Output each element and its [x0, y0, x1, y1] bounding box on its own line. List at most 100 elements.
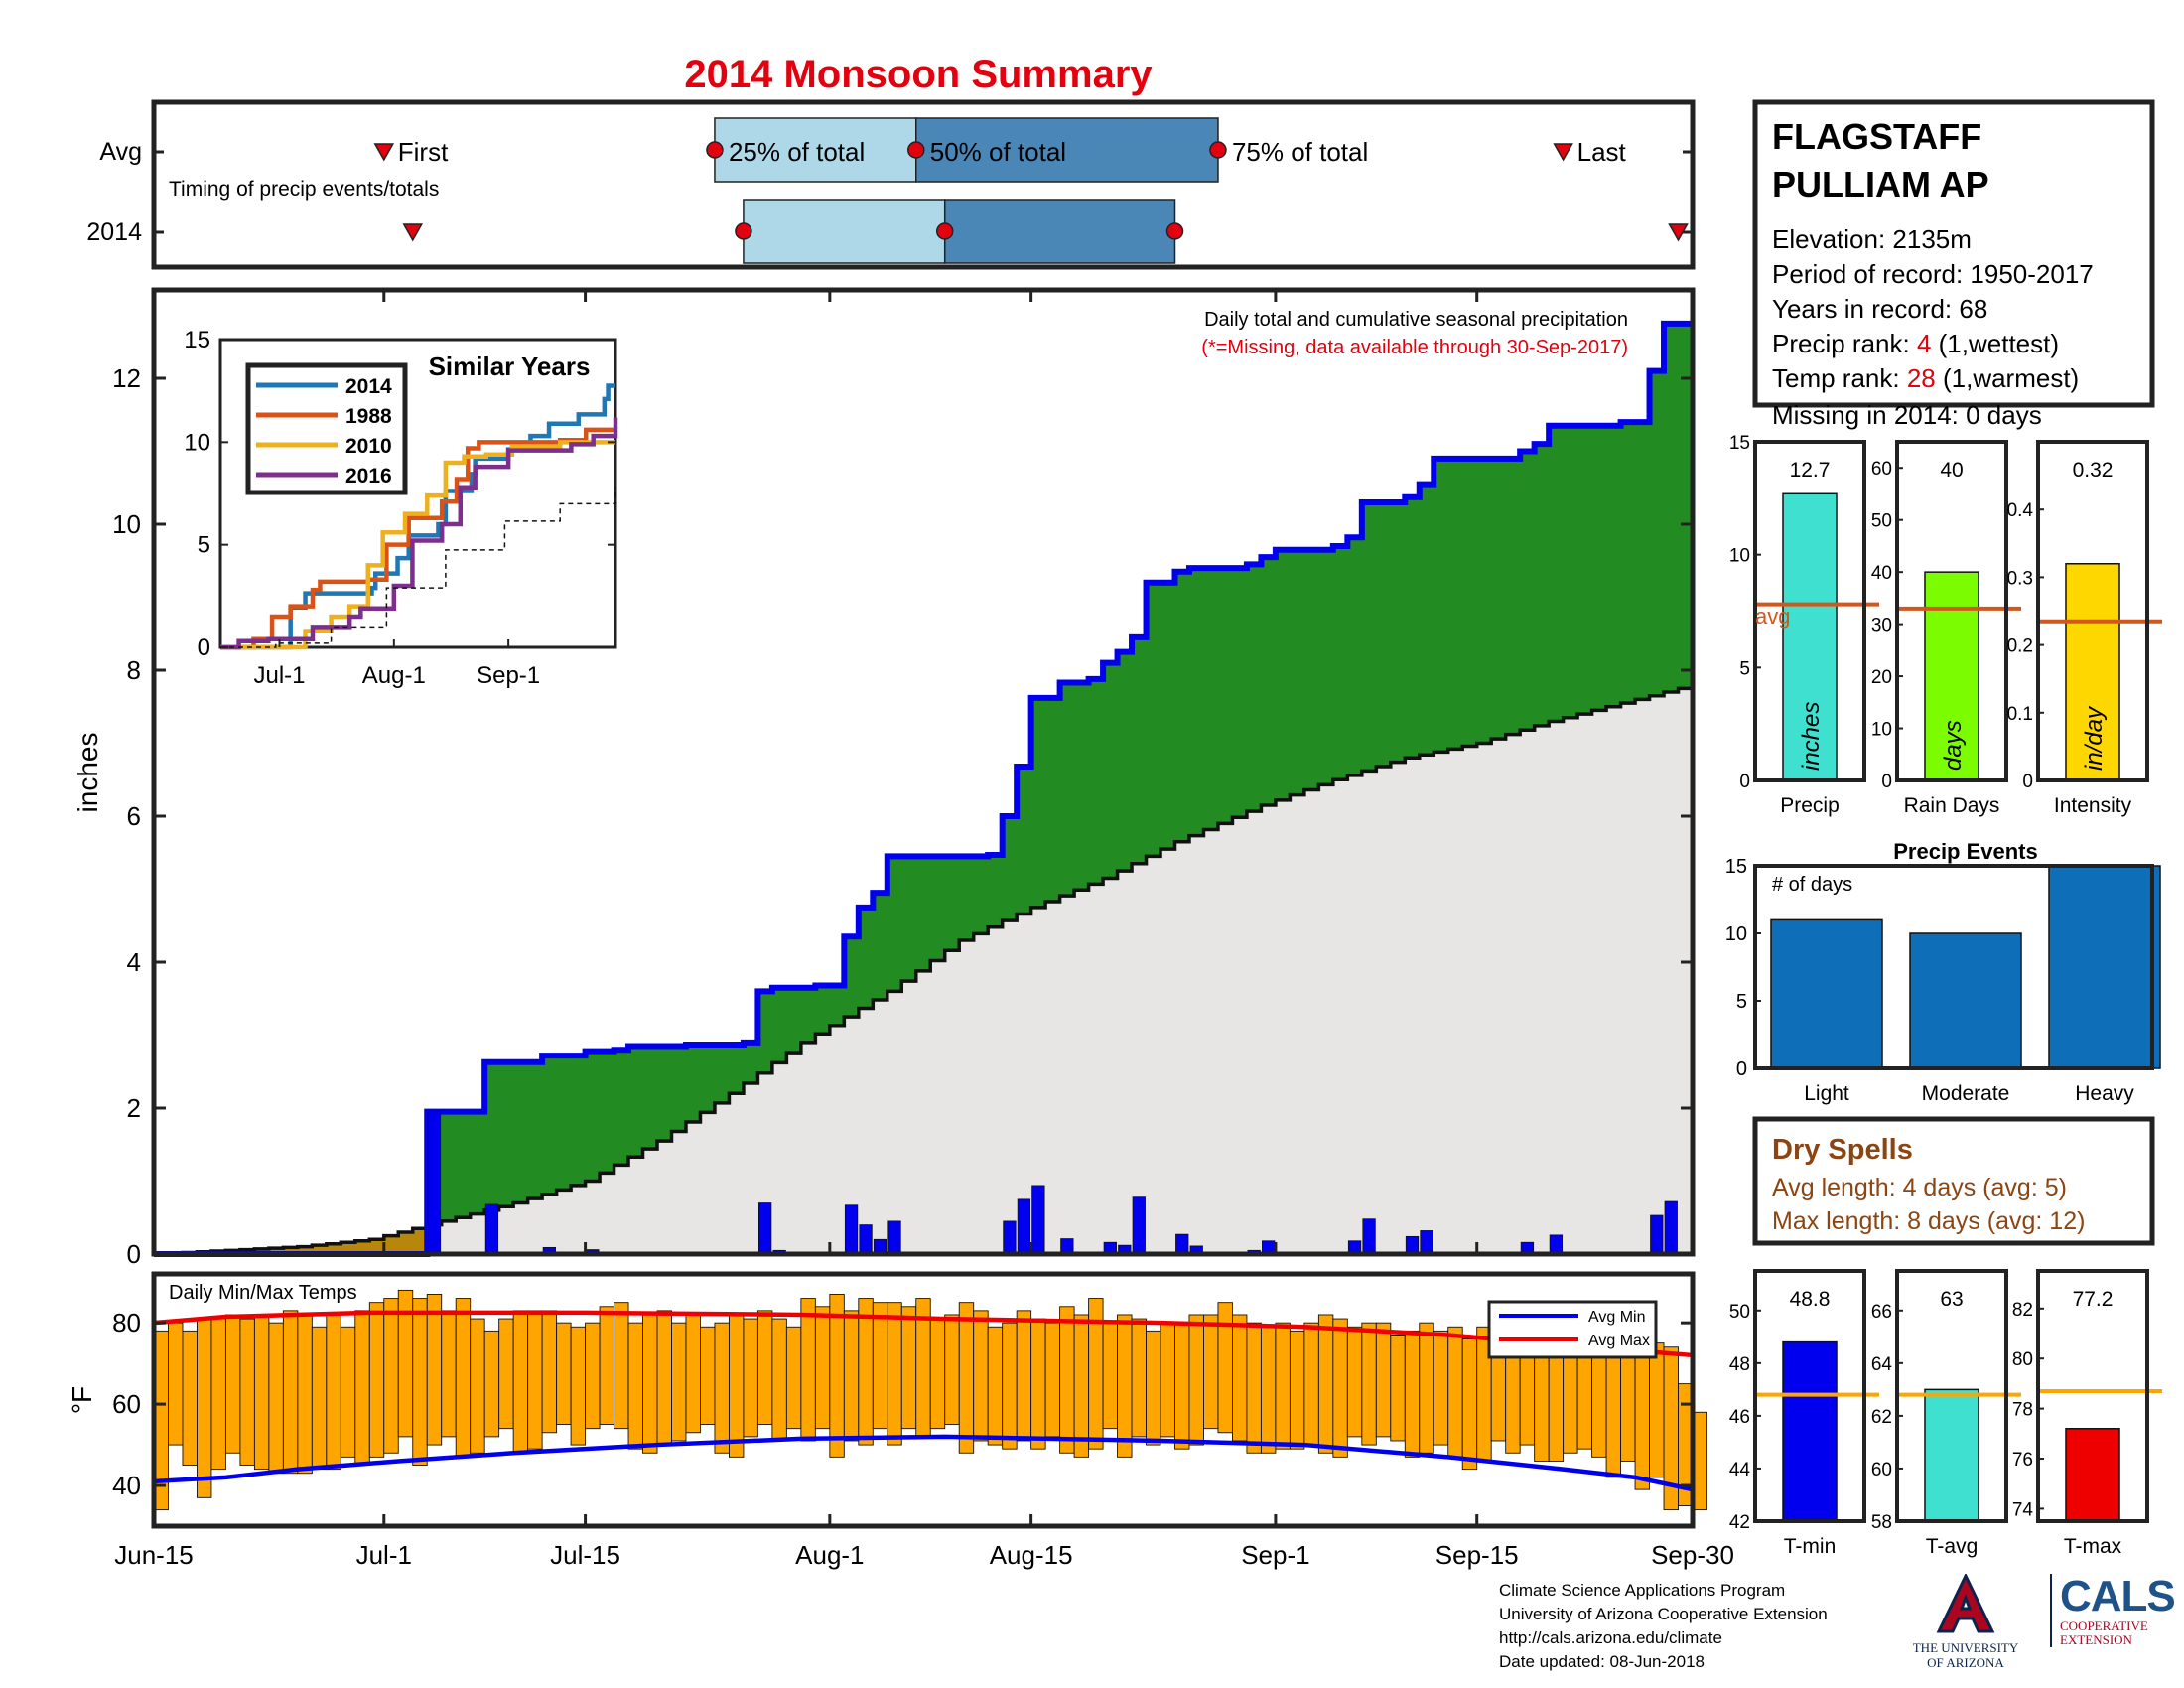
main-precip-chart: 0 2 4 6 8 10 12 Daily total and cumulative sea…: [72, 287, 1696, 1269]
stat-y-tick-label: 20: [1871, 667, 1892, 688]
daily-temp-bar: [585, 1322, 601, 1430]
daily-temp-bar: [282, 1310, 299, 1475]
similar-years-average-line: [220, 487, 616, 648]
stat-y-tick-label: 0.3: [2007, 568, 2033, 589]
daily-temp-bar: [1188, 1314, 1204, 1446]
stat-unit-label: in/day: [2081, 705, 2108, 771]
precip-rank-note: (1,wettest): [1931, 329, 2059, 358]
temp-rank-note: (1,warmest): [1936, 363, 2079, 393]
temp-y-tick-label: 60: [112, 1389, 141, 1419]
main-chart-content: [154, 320, 1695, 1257]
daily-temp-bar: [900, 1306, 917, 1430]
timing-marker-25: [706, 141, 724, 159]
ua-a-icon: [1936, 1572, 1995, 1633]
daily-temp-bar: [973, 1310, 989, 1442]
daily-temp-bar: [1102, 1322, 1119, 1430]
daily-temp-bar: [1073, 1314, 1090, 1458]
stat-y-tick-label: 48: [1729, 1354, 1750, 1375]
station-years: Years in record: 68: [1772, 294, 1987, 324]
timing-box-25-50: [714, 117, 917, 183]
stat-y-tick-label: 40: [1871, 563, 1892, 584]
daily-temp-bar: [1260, 1326, 1277, 1454]
daily-temp-bar: [1447, 1326, 1463, 1458]
date-axis-label: Jul-15: [550, 1540, 620, 1570]
daily-precip-bar: [1132, 1196, 1146, 1255]
cals-line1: COOPERATIVE: [2060, 1618, 2148, 1633]
daily-temp-bar: [814, 1306, 831, 1430]
inset-legend-label: 2010: [345, 435, 392, 458]
legend-avg-min-label: Avg Min: [1588, 1309, 1646, 1326]
daily-precip-bar: [1175, 1233, 1189, 1255]
events-y-tick-label: 10: [1725, 923, 1747, 945]
stat-y-tick-label: 30: [1871, 616, 1892, 636]
stat-unit-label: days: [1940, 720, 1967, 771]
daily-temp-bar: [498, 1318, 514, 1430]
university-of-arizona-logo[interactable]: THE UNIVERSITY OF ARIZONA: [1906, 1572, 2025, 1670]
date-axis-label: Sep-1: [1241, 1540, 1309, 1570]
station-temp-rank: Temp rank: 28 (1,warmest): [1772, 363, 2079, 393]
ua-name-line1: THE UNIVERSITY: [1912, 1640, 2019, 1655]
timing-content: First 25% of total 50% of total 75% of tota…: [373, 117, 1689, 264]
daily-temp-bar: [1160, 1322, 1175, 1438]
timing-box-25-50: [743, 199, 946, 264]
daily-temp-bar: [1634, 1350, 1650, 1490]
timing-label-50: 50% of total: [930, 137, 1066, 167]
stat-bar-temp-1: [1924, 1388, 1979, 1522]
timing-box-50-75: [943, 199, 1176, 264]
daily-temp-bar: [700, 1326, 716, 1426]
daily-precip-bar: [1031, 1185, 1045, 1255]
footer-line-url[interactable]: http://cals.arizona.edu/climate: [1499, 1628, 1722, 1647]
stat-y-tick-label: 0: [1881, 772, 1892, 792]
precip-rank-value: 4: [1917, 329, 1931, 358]
daily-temp-bar: [843, 1310, 860, 1442]
precip-events-ylabel: # of days: [1772, 874, 1852, 896]
precip-event-category-label: Moderate: [1922, 1082, 2010, 1105]
temperature-title: Daily Min/Max Temps: [169, 1282, 357, 1304]
timing-marker-50: [935, 222, 954, 240]
daily-precip-bar: [1405, 1235, 1420, 1255]
station-precip-rank: Precip rank: 4 (1,wettest): [1772, 329, 2059, 358]
daily-temp-bar: [326, 1314, 341, 1471]
stat-y-tick-label: 64: [1871, 1354, 1893, 1375]
timing-label-25: 25% of total: [729, 137, 865, 167]
cals-logo[interactable]: CALS COOPERATIVE EXTENSION: [2050, 1574, 2176, 1647]
daily-temp-bar: [1146, 1330, 1161, 1446]
daily-temp-bar: [1231, 1314, 1248, 1442]
timing-label-first: First: [398, 137, 449, 167]
daily-precip-bar: [1003, 1220, 1017, 1255]
inset-legend-label: 1988: [345, 405, 392, 428]
stat-y-tick-label: 46: [1729, 1407, 1750, 1428]
stat-panel-frame: [1895, 440, 2008, 782]
inset-y-tick-label: 15: [184, 327, 210, 353]
daily-temp-bar: [1332, 1318, 1348, 1458]
date-axis-label: Aug-15: [990, 1540, 1073, 1570]
daily-temp-bar: [714, 1322, 730, 1454]
stat-bar-temp-0: [1782, 1340, 1838, 1522]
daily-temp-bar: [1131, 1318, 1147, 1438]
daily-temp-bar: [1174, 1322, 1190, 1450]
inset-x-tick-label: Sep-1: [477, 662, 540, 689]
daily-temp-bar: [1030, 1318, 1046, 1450]
temp-rank-label: Temp rank:: [1772, 363, 1907, 393]
daily-temp-bar: [1375, 1322, 1392, 1438]
events-y-tick-label: 15: [1725, 856, 1747, 878]
daily-precip-bar: [1650, 1214, 1664, 1255]
timing-marker-50: [907, 141, 925, 159]
daily-temp-bar: [1059, 1306, 1075, 1454]
daily-temp-bar: [800, 1298, 816, 1442]
stat-y-tick-label: 62: [1871, 1407, 1892, 1428]
daily-temp-bar: [383, 1298, 399, 1454]
daily-temp-bar: [1217, 1302, 1233, 1434]
stat-panel-frame: [1753, 1269, 1866, 1523]
temp-y-tick-label: 80: [112, 1308, 141, 1337]
temperature-axes: 40 60 80: [112, 1308, 1695, 1526]
daily-temp-bar: [1605, 1350, 1622, 1478]
daily-temp-bar: [1433, 1330, 1449, 1446]
daily-temp-bar: [614, 1302, 629, 1430]
legend-avg-max-label: Avg Max: [1588, 1333, 1650, 1349]
daily-temp-bar: [1317, 1314, 1334, 1454]
inset-y-tick-label: 0: [198, 634, 210, 661]
footer-line-university: University of Arizona Cooperative Extens…: [1499, 1605, 1828, 1623]
stat-value-label: 63: [1940, 1288, 1963, 1311]
